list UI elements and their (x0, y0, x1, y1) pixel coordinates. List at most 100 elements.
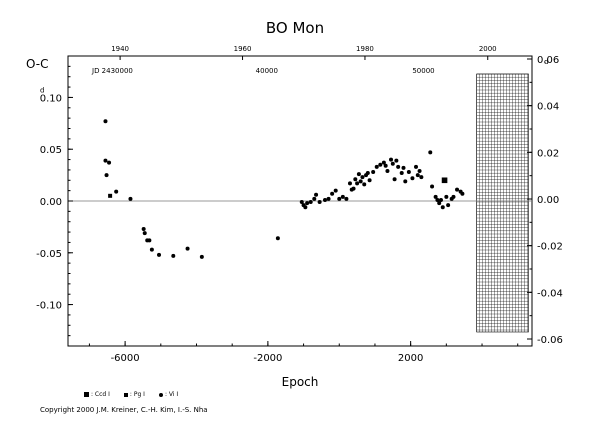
data-point-dot (455, 187, 460, 192)
data-point-dot (103, 119, 108, 124)
dot-icon (158, 392, 163, 397)
data-point-dot (419, 175, 424, 180)
y-unit-label: d (40, 86, 44, 94)
data-point-dot (367, 178, 372, 183)
data-point-dot (141, 226, 146, 231)
right-y-tick-label: 0.02 (537, 148, 559, 159)
data-point-dot (303, 205, 308, 210)
x-tick-label: -6000 (111, 353, 140, 364)
legend: : Ccd I : Pg I : Vi I (84, 391, 178, 398)
data-point-dot (414, 164, 418, 169)
data-point-dot (333, 188, 338, 193)
right-y-tick-label: 0.00 (537, 195, 559, 206)
data-point-dot (401, 165, 406, 170)
data-point-dot (385, 168, 390, 173)
data-point-dot (371, 170, 376, 174)
top-jd-label: 40000 (256, 67, 278, 75)
data-point-dot (347, 181, 352, 186)
data-point-dot (390, 161, 395, 166)
data-point-dot (340, 194, 345, 199)
jd-label: JD 2430000 (91, 67, 133, 75)
right-y-tick-label: 0.04 (537, 102, 559, 113)
data-point-dot (351, 186, 356, 191)
data-point-dot (353, 177, 358, 182)
y-tick-label: 0.00 (40, 197, 62, 208)
data-point-dot (365, 171, 370, 176)
legend-item-vi: : Vi I (158, 391, 179, 398)
x-tick-label: -2000 (253, 353, 282, 364)
data-point-dot (438, 197, 443, 202)
data-point-dot (460, 191, 465, 196)
data-point-dot (362, 182, 367, 187)
right-y-tick-label: -0.06 (537, 335, 563, 346)
top-year-label: 2000 (479, 45, 497, 53)
y-axis-label: O-C (26, 57, 49, 71)
data-point-dot (317, 200, 322, 205)
x-axis-label: Epoch (282, 375, 319, 389)
data-point-dot (394, 158, 399, 163)
data-point-dot (428, 150, 433, 155)
right-y-tick-label: 0.06 (537, 55, 559, 66)
data-point-dot (147, 238, 152, 243)
data-point-dot (128, 196, 133, 201)
data-point-dot (440, 205, 445, 210)
data-point-dot (107, 160, 112, 165)
data-point-dot (392, 177, 397, 182)
top-year-label: 1940 (111, 45, 129, 53)
square-large-icon (84, 392, 89, 397)
data-point-dot (344, 196, 349, 201)
data-point-dot (149, 247, 154, 252)
right-y-tick-label: -0.02 (537, 242, 563, 253)
data-point-dot (430, 184, 435, 189)
data-point-dot (381, 160, 386, 165)
data-point-dot (337, 196, 342, 201)
right-y-tick-label: -0.04 (537, 288, 563, 299)
right-unit-label: d (544, 58, 548, 66)
data-point-dot (314, 192, 319, 197)
data-point-dot (299, 200, 304, 205)
top-year-label: 1980 (356, 45, 374, 53)
data-point-dot (383, 163, 388, 168)
data-point-dot (444, 194, 449, 199)
y-tick-label: -0.05 (36, 249, 62, 260)
data-point-dot (355, 181, 360, 186)
data-point-dot (104, 173, 109, 178)
x-tick-label: 2000 (398, 353, 423, 364)
legend-label-vi: : Vi I (164, 391, 179, 398)
y-tick-label: -0.10 (36, 301, 62, 312)
legend-label-pg: : Pg I (129, 391, 145, 398)
legend-item-pg: : Pg I (123, 391, 145, 398)
legend-label-ccd: : Ccd I (91, 391, 110, 398)
top-jd-label: 50000 (412, 67, 434, 75)
chart-title: BO Mon (266, 19, 324, 37)
data-points (103, 119, 465, 259)
data-point-dot (157, 252, 162, 257)
data-point-dot (358, 179, 363, 184)
legend-item-ccd: : Ccd I (84, 391, 110, 398)
data-point-dot (185, 246, 190, 251)
data-point-dot (417, 168, 422, 173)
data-point-dot (415, 173, 420, 178)
data-point-dot (171, 253, 176, 258)
data-point-dot (437, 201, 442, 206)
data-point-dot (103, 158, 108, 163)
square-icon (123, 392, 128, 397)
data-point-dot (410, 176, 415, 181)
data-point-dot (374, 164, 379, 169)
data-point-dot (433, 194, 438, 199)
data-point-dot (312, 196, 317, 201)
data-point-dot (360, 175, 365, 180)
data-point-dot (451, 194, 456, 199)
data-point-dot (406, 170, 411, 174)
data-point-dot (308, 200, 313, 205)
copyright-text: Copyright 2000 J.M. Kreiner, C.-H. Kim, … (40, 406, 208, 414)
hatched-region (476, 73, 529, 333)
data-point-dot (396, 164, 401, 169)
data-point-dot (403, 179, 408, 184)
data-point-dot (399, 171, 404, 176)
y-tick-label: 0.05 (40, 145, 62, 156)
data-point-dot (322, 197, 327, 202)
data-point-square (108, 193, 113, 198)
data-point-dot (446, 203, 451, 208)
